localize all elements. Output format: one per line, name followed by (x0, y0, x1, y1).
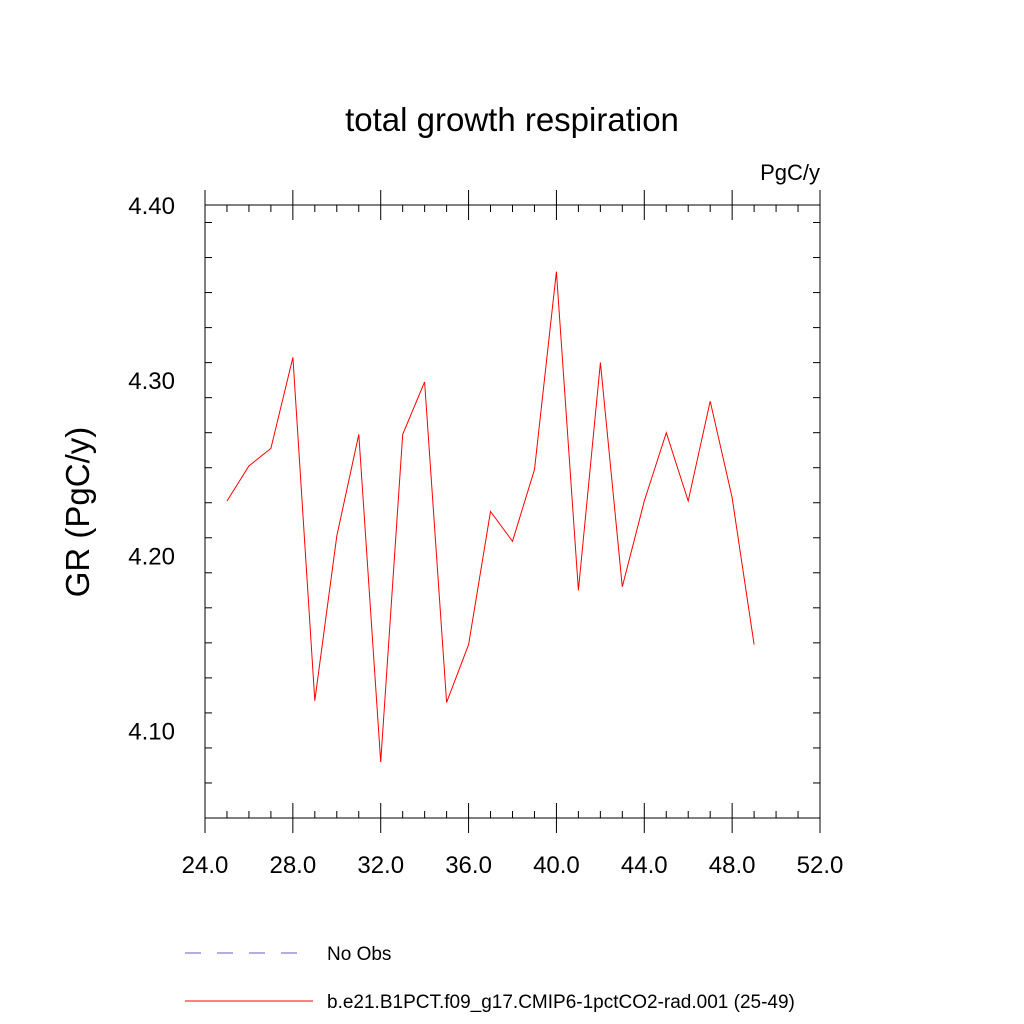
y-tick-label: 4.30 (128, 368, 175, 395)
y-tick-label: 4.10 (128, 718, 175, 745)
x-tick-label: 44.0 (621, 852, 668, 879)
x-tick-label: 32.0 (357, 852, 404, 879)
y-axis-label: GR (PgC/y) (59, 427, 96, 598)
x-tick-label: 28.0 (269, 852, 316, 879)
x-tick-label: 36.0 (445, 852, 492, 879)
axes: 24.0 28.0 32.0 36.0 40.0 44.0 48.0 52.0 4.10 4.20… (128, 190, 843, 879)
legend-label-no-obs: No Obs (327, 944, 391, 965)
legend-label-model: b.e21.B1PCT.f09_g17.CMIP6-1pctCO2-rad.00… (327, 992, 795, 1013)
y-tick-label: 4.40 (128, 193, 175, 220)
chart-title: total growth respiration (345, 101, 679, 138)
plot-frame (204, 204, 821, 819)
legend: No Obs b.e21.B1PCT.f09_g17.CMIP6-1pctCO2… (185, 944, 795, 1013)
x-tick-label: 52.0 (797, 852, 844, 879)
y-tick-label: 4.20 (128, 543, 175, 570)
x-tick-label: 48.0 (709, 852, 756, 879)
units-label: PgC/y (760, 160, 820, 185)
x-tick-label: 40.0 (533, 852, 580, 879)
series-line (226, 271, 755, 763)
plot-area (226, 271, 755, 763)
x-tick-label: 24.0 (182, 852, 229, 879)
